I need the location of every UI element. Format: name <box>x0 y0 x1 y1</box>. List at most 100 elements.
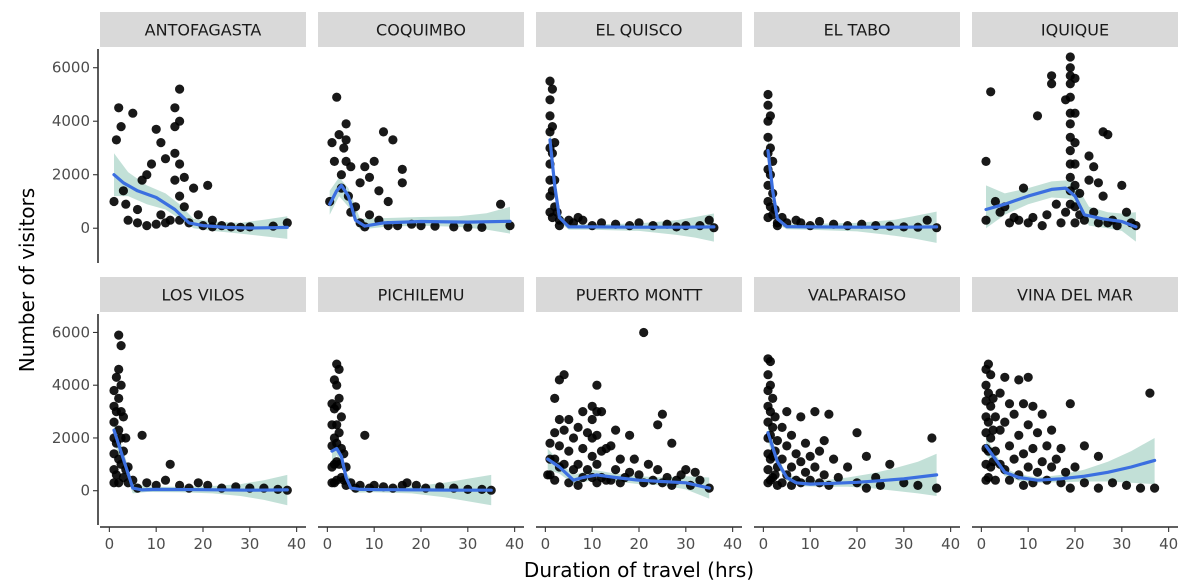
x-tick-label: 0 <box>105 535 115 553</box>
data-point <box>1061 467 1071 477</box>
data-point <box>810 407 820 417</box>
data-point <box>114 364 124 374</box>
x-tick-label: 30 <box>458 535 477 553</box>
data-point <box>578 443 588 454</box>
facet-strip-label: LOS VILOS <box>162 286 245 305</box>
data-point <box>170 175 180 185</box>
data-point <box>374 186 384 196</box>
data-point <box>1070 159 1080 169</box>
data-point <box>193 210 203 220</box>
data-point <box>142 478 152 488</box>
data-point <box>1056 218 1066 228</box>
data-point <box>1065 399 1075 409</box>
data-point <box>132 218 143 228</box>
data-point <box>653 465 663 475</box>
facet-strip <box>754 12 960 47</box>
data-point <box>648 221 658 231</box>
data-point <box>578 407 588 417</box>
data-point <box>1056 443 1066 454</box>
data-point <box>988 425 998 435</box>
confidence-band <box>332 438 492 506</box>
data-point <box>634 218 644 228</box>
data-point <box>114 393 124 403</box>
data-point <box>833 472 843 483</box>
facet-strip <box>972 12 1178 47</box>
data-point <box>805 451 815 461</box>
data-point <box>582 465 593 475</box>
data-point <box>369 156 379 166</box>
data-point <box>768 393 778 403</box>
data-point <box>142 221 152 231</box>
data-point <box>1004 441 1015 451</box>
data-point <box>1065 52 1075 62</box>
data-point <box>695 475 705 485</box>
data-point <box>592 459 602 469</box>
facet-strip-label: VALPARAISO <box>808 286 906 305</box>
confidence-band <box>550 123 714 242</box>
data-point <box>1032 428 1043 438</box>
data-point <box>1000 417 1010 427</box>
facet-strip-label: IQUIQUE <box>1041 21 1109 40</box>
data-point <box>573 459 583 469</box>
data-point <box>573 422 583 432</box>
data-point <box>819 436 829 446</box>
x-tick-label: 0 <box>541 535 551 553</box>
facet-puerto-montt: PUERTO MONTT <box>536 277 742 499</box>
y-tick-label: 0 <box>80 482 90 500</box>
data-point <box>990 475 1001 485</box>
x-tick-label: 40 <box>723 535 742 553</box>
data-point <box>545 438 555 448</box>
data-point <box>118 412 128 422</box>
data-point <box>1145 388 1155 398</box>
data-point <box>1014 215 1024 225</box>
data-point <box>1042 210 1052 220</box>
data-point <box>1009 454 1019 464</box>
data-point <box>416 221 426 231</box>
data-point <box>203 180 213 190</box>
data-point <box>109 417 119 427</box>
data-point <box>151 219 161 229</box>
data-point <box>568 433 579 443</box>
y-tick-label: 2000 <box>52 166 90 184</box>
confidence-band <box>768 134 937 243</box>
data-point <box>800 438 811 448</box>
data-point <box>1112 221 1122 231</box>
data-point <box>554 414 565 425</box>
data-point <box>116 380 126 390</box>
smooth-trend-line <box>328 183 512 228</box>
facet-strip-label: EL TABO <box>824 21 891 40</box>
data-point <box>1065 92 1075 102</box>
data-point <box>364 210 375 220</box>
data-point <box>1079 215 1089 225</box>
data-point <box>611 425 621 435</box>
data-point <box>355 178 365 188</box>
data-point <box>995 388 1005 398</box>
data-point <box>587 414 597 425</box>
data-point <box>1065 483 1075 493</box>
data-point <box>763 89 773 100</box>
facet-el-tabo: EL TABO <box>754 12 960 243</box>
smooth-trend-line <box>112 173 289 230</box>
data-point <box>559 425 569 435</box>
data-point <box>662 472 672 483</box>
data-point <box>1075 188 1085 198</box>
x-tick-label: 10 <box>365 535 384 553</box>
data-point <box>146 159 157 169</box>
facet-antofagasta: ANTOFAGASTA <box>100 12 306 239</box>
smooth-trend-line <box>766 149 939 229</box>
data-point <box>203 480 213 490</box>
data-point <box>819 470 829 480</box>
smooth-trend-line <box>330 446 493 492</box>
data-point <box>871 221 881 231</box>
data-point <box>547 84 558 94</box>
data-point <box>592 430 602 440</box>
facet-strip <box>536 12 742 47</box>
data-point <box>1107 478 1118 488</box>
data-point <box>545 95 555 105</box>
data-point <box>852 428 862 438</box>
data-point <box>1070 218 1080 228</box>
facet-strip-label: PUERTO MONTT <box>576 286 703 305</box>
data-point <box>336 412 346 422</box>
x-tick-label: 40 <box>287 535 306 553</box>
facet-pichilemu: PICHILEMU <box>318 277 524 506</box>
